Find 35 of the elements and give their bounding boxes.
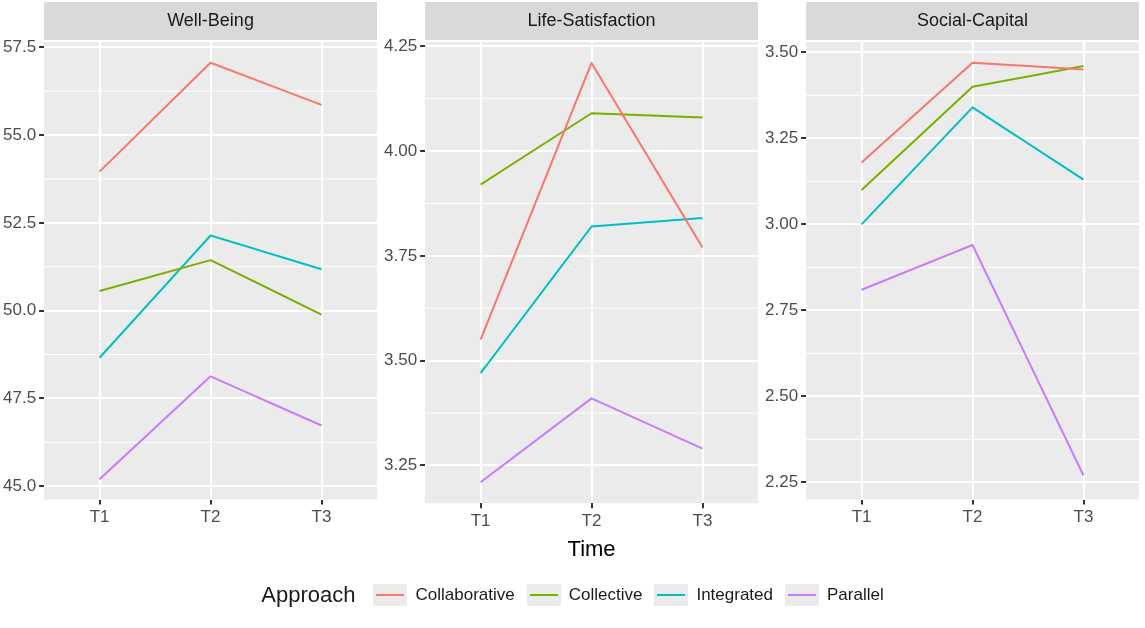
legend-label: Collaborative [415,585,515,605]
y-tick-label: 3.25 [383,455,418,475]
y-tick-label: 2.25 [764,472,799,492]
y-tick-label: 3.75 [383,245,418,265]
y-tick-label: 3.50 [764,42,799,62]
legend-title: Approach [261,582,356,608]
y-tick-label: 52.5 [2,212,37,232]
chart-title: Well-Being [167,9,254,30]
legend-label: Collective [568,585,643,605]
y-tick-label: 3.50 [383,350,418,370]
legend-label: Parallel [826,585,884,605]
x-axis-title: Time [567,535,616,561]
y-tick-label: 4.25 [383,35,418,55]
x-tick-label: T2 [962,507,983,527]
legend-label: Integrated [696,585,773,605]
y-tick-label: 2.75 [764,300,799,320]
x-tick-label: T1 [89,507,110,527]
y-tick-label: 3.25 [764,128,799,148]
x-tick-label: T3 [311,507,332,527]
y-tick-label: 50.0 [2,300,37,320]
x-tick-label: T3 [692,511,713,531]
x-tick-label: T1 [470,511,491,531]
y-tick-label: 45.0 [2,475,37,495]
y-tick-label: 47.5 [2,388,37,408]
y-tick-label: 2.50 [764,386,799,406]
chart-title: Social-Capital [917,9,1029,30]
x-tick-label: T2 [200,507,221,527]
x-tick-label: T2 [581,511,602,531]
chart-title: Life-Satisfaction [527,9,656,30]
y-tick-label: 3.00 [764,214,799,234]
y-tick-label: 4.00 [383,140,418,160]
x-tick-label: T1 [851,507,872,527]
y-tick-label: 57.5 [2,36,37,56]
x-tick-label: T3 [1073,507,1094,527]
y-tick-label: 55.0 [2,124,37,144]
